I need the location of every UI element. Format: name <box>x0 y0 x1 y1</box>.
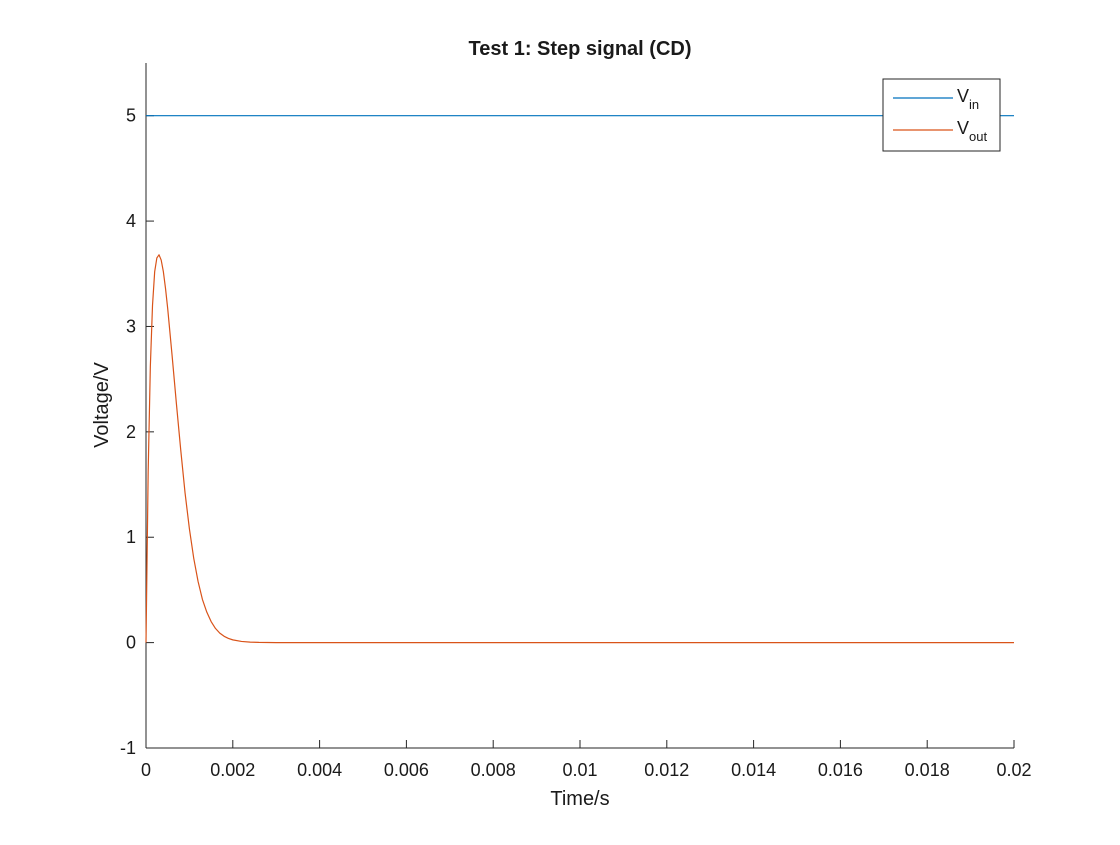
series-line-v-out <box>145 254 1014 644</box>
y-tick-label: 5 <box>126 106 136 126</box>
x-tick-label: 0.01 <box>562 760 597 780</box>
x-tick-label: 0.02 <box>996 760 1031 780</box>
y-tick-label: 2 <box>126 422 136 442</box>
y-tick-label: 1 <box>126 527 136 547</box>
plot-area: 0 0.002 0.004 0.006 0.008 0.01 0.012 0.014 0.016… <box>120 63 1032 780</box>
chart-title: Test 1: Step signal (CD) <box>469 38 692 60</box>
x-tick-label: 0.018 <box>905 760 950 780</box>
y-tick-label: 4 <box>126 211 136 231</box>
legend-box <box>882 78 1001 152</box>
x-tick-label: 0.012 <box>644 760 689 780</box>
x-tick-label: 0.004 <box>297 760 342 780</box>
x-tick-label: 0.016 <box>818 760 863 780</box>
x-tick-label: 0 <box>141 760 151 780</box>
y-axis-label: Voltage/V <box>91 362 113 448</box>
x-tick-label: 0.014 <box>731 760 776 780</box>
y-tick-label: -1 <box>120 738 136 758</box>
y-tick-label: 0 <box>126 633 136 653</box>
x-axis-label: Time/s <box>550 788 609 810</box>
y-tick-label: 3 <box>126 316 136 336</box>
x-tick-label: 0.006 <box>384 760 429 780</box>
x-tick-label: 0.002 <box>210 760 255 780</box>
x-tick-label: 0.008 <box>471 760 516 780</box>
